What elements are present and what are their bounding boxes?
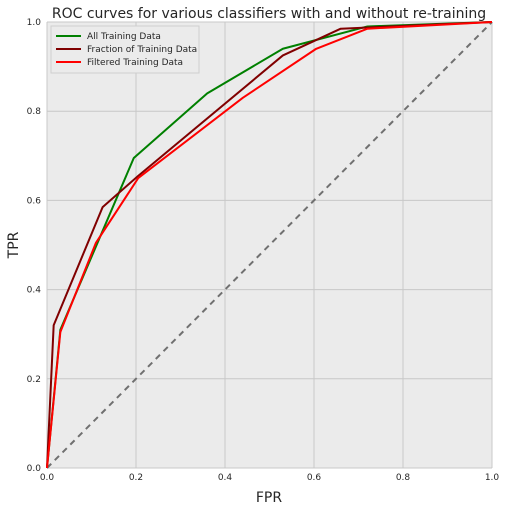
chart-title: ROC curves for various classifiers with … (52, 6, 486, 22)
x-tick-label: 0.8 (396, 473, 411, 483)
y-tick-label: 0.6 (27, 196, 42, 206)
y-tick-label: 1.0 (27, 18, 42, 28)
y-tick-label: 0.0 (27, 464, 42, 474)
x-tick-label: 0.2 (129, 473, 143, 483)
x-axis-label: FPR (256, 490, 282, 506)
x-tick-label: 0.6 (307, 473, 322, 483)
series-line-1 (46, 21, 493, 469)
legend-entry-label: All Training Data (87, 32, 161, 42)
grid (46, 21, 493, 469)
y-tick-label: 0.8 (27, 107, 42, 117)
series-line-2 (46, 21, 493, 469)
y-axis-ticks: 0.0 0.2 0.4 0.6 0.8 1.0 (27, 18, 42, 474)
series-layer (46, 21, 493, 469)
y-tick-label: 0.4 (27, 286, 42, 296)
x-tick-label: 0.4 (218, 473, 233, 483)
legend-box (50, 25, 200, 74)
y-axis-label: TPR (6, 231, 22, 259)
legend-entry-label: Fraction of Training Data (87, 45, 197, 55)
plot-area (47, 22, 492, 468)
y-tick-label: 0.2 (27, 375, 41, 385)
x-tick-label: 1.0 (485, 473, 500, 483)
legend-entry-label: Filtered Training Data (87, 58, 183, 68)
legend: All Training Data Fraction of Training Da… (50, 25, 200, 74)
x-axis-ticks: 0.0 0.2 0.4 0.6 0.8 1.0 (40, 473, 500, 483)
x-tick-label: 0.0 (40, 473, 55, 483)
